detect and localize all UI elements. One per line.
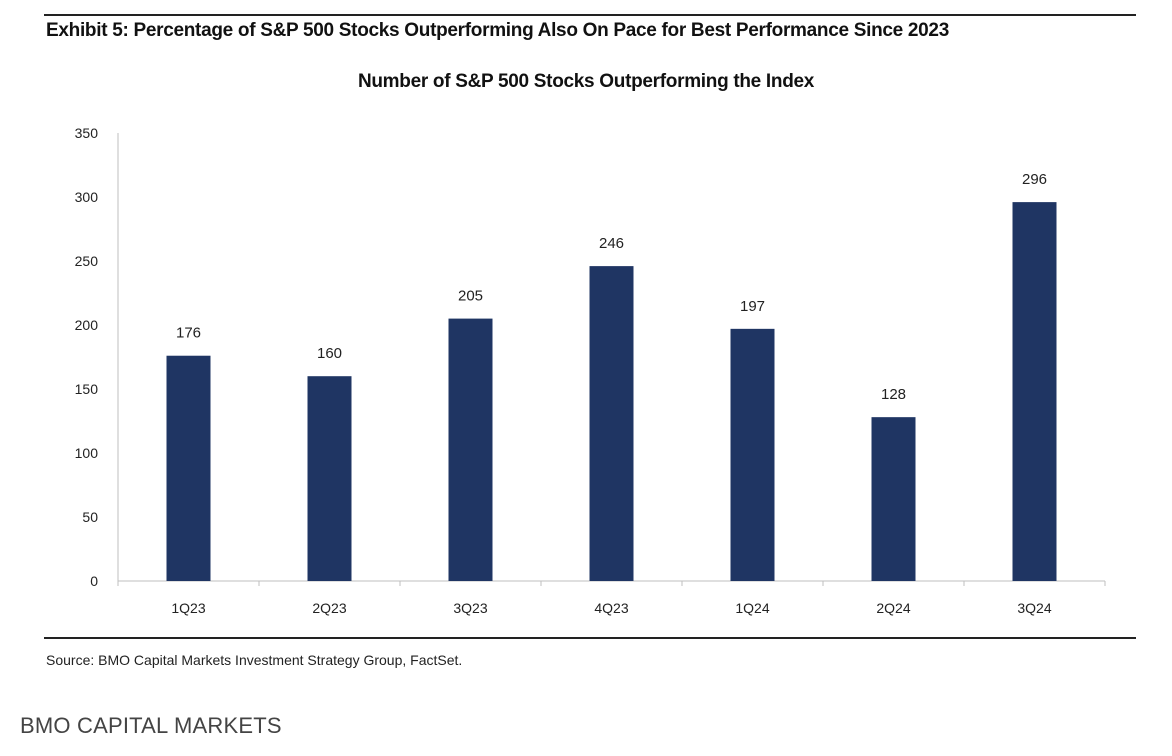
bar [1012, 202, 1057, 581]
bar [448, 318, 493, 581]
data-label: 205 [458, 288, 483, 305]
x-tick-label: 3Q24 [1017, 600, 1051, 616]
y-tick-label: 50 [82, 509, 98, 525]
x-tick-label: 3Q23 [453, 600, 487, 616]
data-label: 160 [317, 345, 342, 362]
bottom-rule [44, 637, 1136, 639]
x-tick-label: 2Q24 [876, 600, 910, 616]
bar [307, 376, 352, 581]
y-tick-label: 0 [90, 573, 98, 589]
x-tick-label: 1Q24 [735, 600, 769, 616]
y-tick-label: 300 [75, 189, 99, 205]
data-label: 197 [740, 298, 765, 315]
x-tick-label: 2Q23 [312, 600, 346, 616]
bar [871, 417, 916, 581]
y-tick-label: 200 [75, 317, 99, 333]
bar [166, 355, 211, 581]
exhibit-title: Exhibit 5: Percentage of S&P 500 Stocks … [46, 20, 949, 41]
data-label: 176 [176, 325, 201, 342]
bar [589, 266, 634, 581]
y-tick-label: 100 [75, 445, 99, 461]
source-note: Source: BMO Capital Markets Investment S… [46, 652, 463, 668]
data-label: 128 [881, 386, 906, 403]
bar-chart: 0 50 100 150 200 250 300 350 176 1Q23 160 2Q23 205 3Q… [75, 125, 1106, 616]
top-rule [44, 14, 1136, 16]
y-tick-label: 150 [75, 381, 99, 397]
data-label: 296 [1022, 171, 1047, 188]
x-tick-label: 1Q23 [171, 600, 205, 616]
x-tick-label: 4Q23 [594, 600, 628, 616]
y-tick-label: 350 [75, 125, 99, 141]
chart-title: Number of S&P 500 Stocks Outperforming t… [357, 71, 815, 92]
data-label: 246 [599, 235, 624, 252]
y-tick-label: 250 [75, 253, 99, 269]
bar [730, 328, 775, 581]
footer-brand: BMO CAPITAL MARKETS [20, 713, 282, 738]
